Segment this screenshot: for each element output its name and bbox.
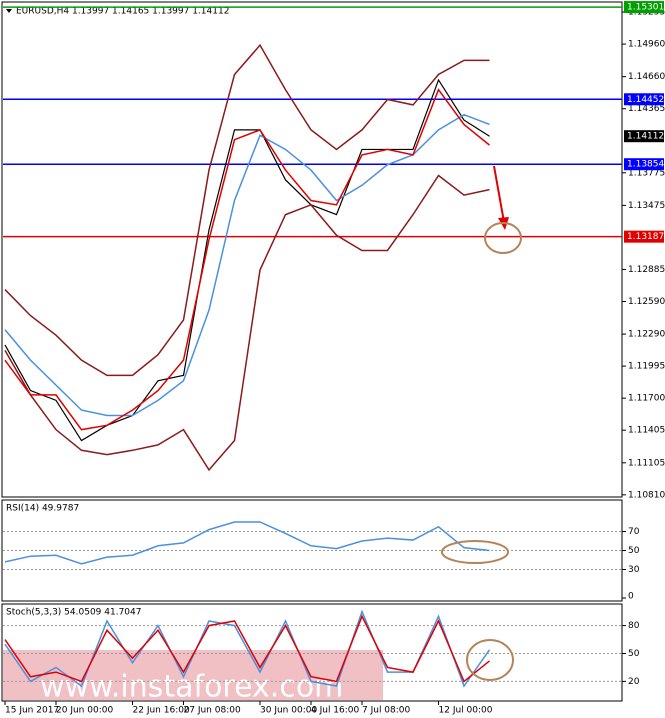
- y-tick-label: 1.13475: [628, 201, 665, 211]
- series-line: [4, 609, 491, 688]
- level-label: 1.13854: [627, 160, 664, 170]
- title-icon: [6, 9, 12, 13]
- y-tick-label: 1.11105: [628, 458, 665, 468]
- stoch-title: Stoch(5,3,3) 54.0509 41.7047: [6, 608, 141, 618]
- highlight: [441, 540, 509, 564]
- y-tick-label: 1.10810: [628, 490, 665, 500]
- level-label: 1.13187: [627, 232, 664, 242]
- y-tick-label: 30: [628, 565, 640, 575]
- y-tick-label: 1.14365: [628, 104, 665, 114]
- series-line: [4, 614, 490, 683]
- y-tick-label: 80: [628, 621, 640, 631]
- x-tick-label: 7 Jul 08:00: [362, 706, 411, 716]
- level-label-box: [624, 230, 664, 243]
- price-label: 1.14112: [627, 132, 664, 142]
- y-tick-label: 1.11700: [628, 394, 665, 404]
- y-tick-label: 0: [628, 592, 634, 602]
- series-line: [4, 78, 490, 442]
- highlight: [466, 639, 514, 681]
- level-label-box: [624, 93, 664, 106]
- y-tick-label: 50: [628, 546, 640, 556]
- y-tick-label: 1.11405: [628, 426, 665, 436]
- series-line: [4, 43, 490, 377]
- y-tick-label: 70: [628, 527, 640, 537]
- y-tick-label: 20: [628, 677, 640, 687]
- x-tick-label: 12 Jul 00:00: [439, 706, 493, 716]
- y-tick-label: 1.12290: [628, 330, 665, 340]
- x-tick-label: 20 Jun 00:00: [56, 706, 113, 716]
- x-tick-label: 15 Jun 2017: [5, 706, 59, 716]
- rsi-title: RSI(14) 49.9787: [6, 504, 79, 514]
- y-tick-label: 1.12885: [628, 265, 665, 275]
- level-label: 1.14452: [627, 95, 664, 105]
- watermark: www.instaforex.com: [40, 670, 343, 705]
- marks: 1.152551.149601.146601.143651.137751.134…: [3, 1, 665, 716]
- x-tick-label: 30 Jun 00:00: [260, 706, 317, 716]
- series-line: [4, 174, 490, 472]
- level-label: 1.15301: [627, 3, 664, 13]
- x-tick-label: 4 Jul 16:00: [311, 706, 360, 716]
- y-tick-label: 1.14660: [628, 72, 665, 82]
- x-tick-label: 27 Jun 08:00: [184, 706, 241, 716]
- level-label-box: [624, 1, 664, 14]
- y-tick-label: 1.13775: [628, 168, 665, 178]
- series-line: [4, 113, 490, 417]
- y-tick-label: 1.14960: [628, 40, 665, 50]
- chart-title: EURUSD,H4 1.13997 1.14165 1.13997 1.1411…: [16, 7, 229, 17]
- main-panel: [1, 1, 623, 498]
- y-tick-label: 50: [628, 649, 640, 659]
- arrow: [493, 165, 505, 223]
- y-tick-label: 1.12590: [628, 297, 665, 307]
- x-tick-label: 22 Jun 16:00: [133, 706, 190, 716]
- stoch-panel: [1, 603, 623, 702]
- series-line: [4, 88, 490, 431]
- y-tick-label: 1.11995: [628, 362, 665, 372]
- highlight: [484, 222, 522, 254]
- level-label-box: [624, 158, 664, 171]
- series-line: [4, 521, 490, 565]
- price-label-box: [624, 130, 664, 143]
